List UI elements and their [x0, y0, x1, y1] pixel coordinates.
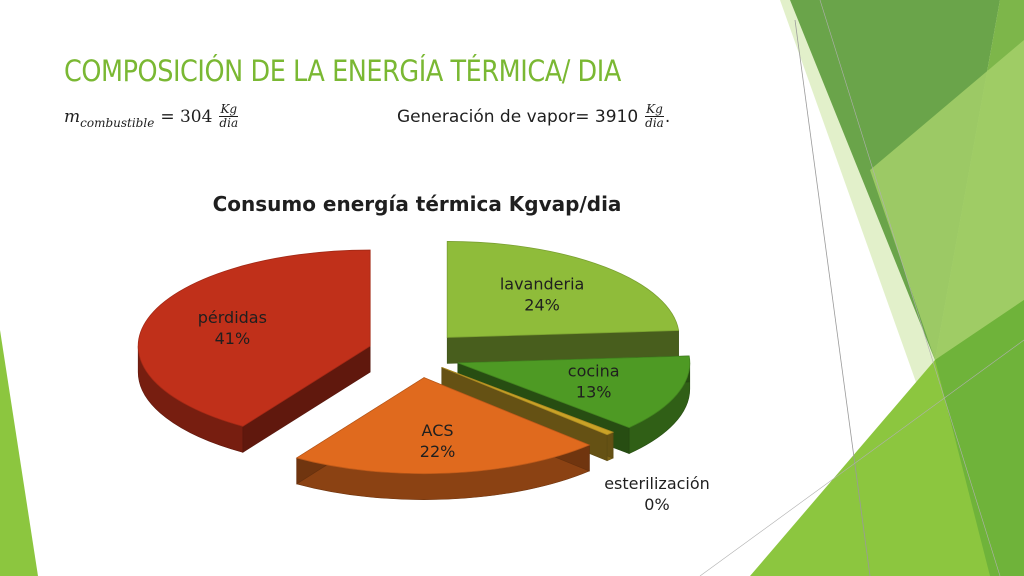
deco-line-3 — [699, 339, 1024, 576]
fuel-formula: m combustible = 304 Kg dia — [64, 103, 239, 130]
slice-top-pérdidas — [137, 249, 371, 427]
pie-labels: lavanderia 24% cocina 13% esterilización 0% AC… — [198, 274, 710, 514]
right-facet-bottom-light — [750, 360, 990, 576]
deco-line-2 — [819, 0, 1001, 576]
steam-unit-denominator: dia — [645, 116, 664, 130]
slice-percent-pérdidas: 41% — [215, 329, 251, 348]
fuel-unit-numerator: Kg — [219, 102, 239, 117]
fuel-variable: m — [64, 106, 81, 127]
pie-slices — [137, 241, 691, 500]
steam-generation: Generación de vapor= 3910 Kg dia . — [397, 103, 670, 130]
slice-label-cocina: cocina — [568, 361, 620, 380]
steam-unit-numerator: Kg — [645, 102, 664, 117]
steam-suffix: . — [664, 106, 671, 127]
deco-line-1 — [794, 19, 871, 576]
slice-top-ACS — [295, 377, 591, 475]
slice-label-ACS: ACS — [422, 421, 454, 440]
left-green-strip — [0, 330, 38, 576]
right-facet-lime — [870, 40, 1024, 360]
slice-percent-esterilización: 0% — [644, 495, 669, 514]
chart-title: Consumo energía térmica Kgvap/dia — [213, 192, 622, 216]
fuel-value: = 304 — [160, 106, 213, 127]
steam-unit-fraction: Kg dia — [644, 103, 665, 130]
slice-top-lavanderia — [446, 241, 680, 338]
slice-top-esterilización — [441, 367, 615, 436]
steam-text: Generación de vapor= 3910 — [397, 106, 639, 127]
slice-label-esterilización: esterilización — [604, 474, 710, 493]
slice-label-pérdidas: pérdidas — [198, 308, 267, 327]
slice-percent-cocina: 13% — [576, 382, 612, 401]
fuel-unit-denominator: dia — [219, 116, 239, 130]
slide-title: COMPOSICIÓN DE LA ENERGÍA TÉRMICA/ DIA — [64, 54, 621, 88]
slice-percent-ACS: 22% — [420, 442, 456, 461]
pie-slice-ACS — [295, 377, 591, 500]
fuel-subscript: combustible — [80, 115, 155, 130]
pie-slice-pérdidas — [137, 249, 371, 453]
fuel-unit-fraction: Kg dia — [218, 103, 239, 130]
slice-top-cocina — [457, 355, 691, 429]
pie-slice-lavanderia — [446, 241, 680, 364]
slice-label-lavanderia: lavanderia — [500, 274, 585, 293]
slice-percent-lavanderia: 24% — [524, 295, 560, 314]
